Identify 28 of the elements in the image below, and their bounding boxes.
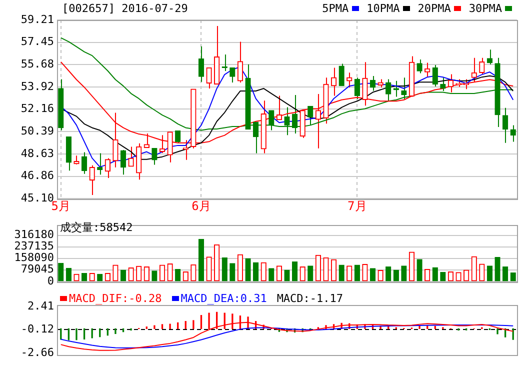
legend-label: 20PMA (418, 2, 451, 15)
y-tick-label: 52.16 (20, 102, 54, 116)
x-tick-label: 7月 (348, 198, 367, 213)
y-tick-label: -2.66 (20, 346, 54, 360)
y-tick-label: 2.41 (28, 299, 54, 312)
y-tick-label: 55.68 (20, 58, 54, 71)
y-tick-label: 48.63 (20, 146, 54, 160)
y-tick-label: 316180 (14, 228, 54, 242)
chart-title: [002657] 2016-07-29 (62, 2, 188, 15)
y-tick-label: 46.86 (20, 169, 54, 182)
legend-label: 30PMA (468, 2, 502, 15)
legend-label: 10PMA (366, 2, 400, 15)
y-tick-label: 50.39 (20, 124, 54, 138)
y-tick-label: 57.45 (20, 35, 54, 48)
y-tick-label: 53.92 (20, 80, 54, 93)
y-tick-label: 158090 (14, 251, 54, 264)
x-tick-label: 6月 (192, 198, 211, 213)
legend-label: MACD_DIF:-0.28 (69, 292, 162, 305)
y-tick-label: 0 (47, 274, 54, 288)
y-tick-label: 59.21 (20, 12, 54, 26)
legend-label: MACD_DEA:0.31 (180, 292, 267, 305)
y-tick-label: 45.10 (20, 191, 54, 204)
legend-label: 5PMA (322, 2, 349, 15)
series-label: MACD:-1.17 (276, 292, 344, 305)
y-tick-label: 79045 (20, 262, 54, 276)
text: 成交量:58542 (60, 221, 133, 234)
y-tick-label: -0.12 (20, 322, 54, 336)
y-tick-label: 237135 (14, 240, 54, 253)
